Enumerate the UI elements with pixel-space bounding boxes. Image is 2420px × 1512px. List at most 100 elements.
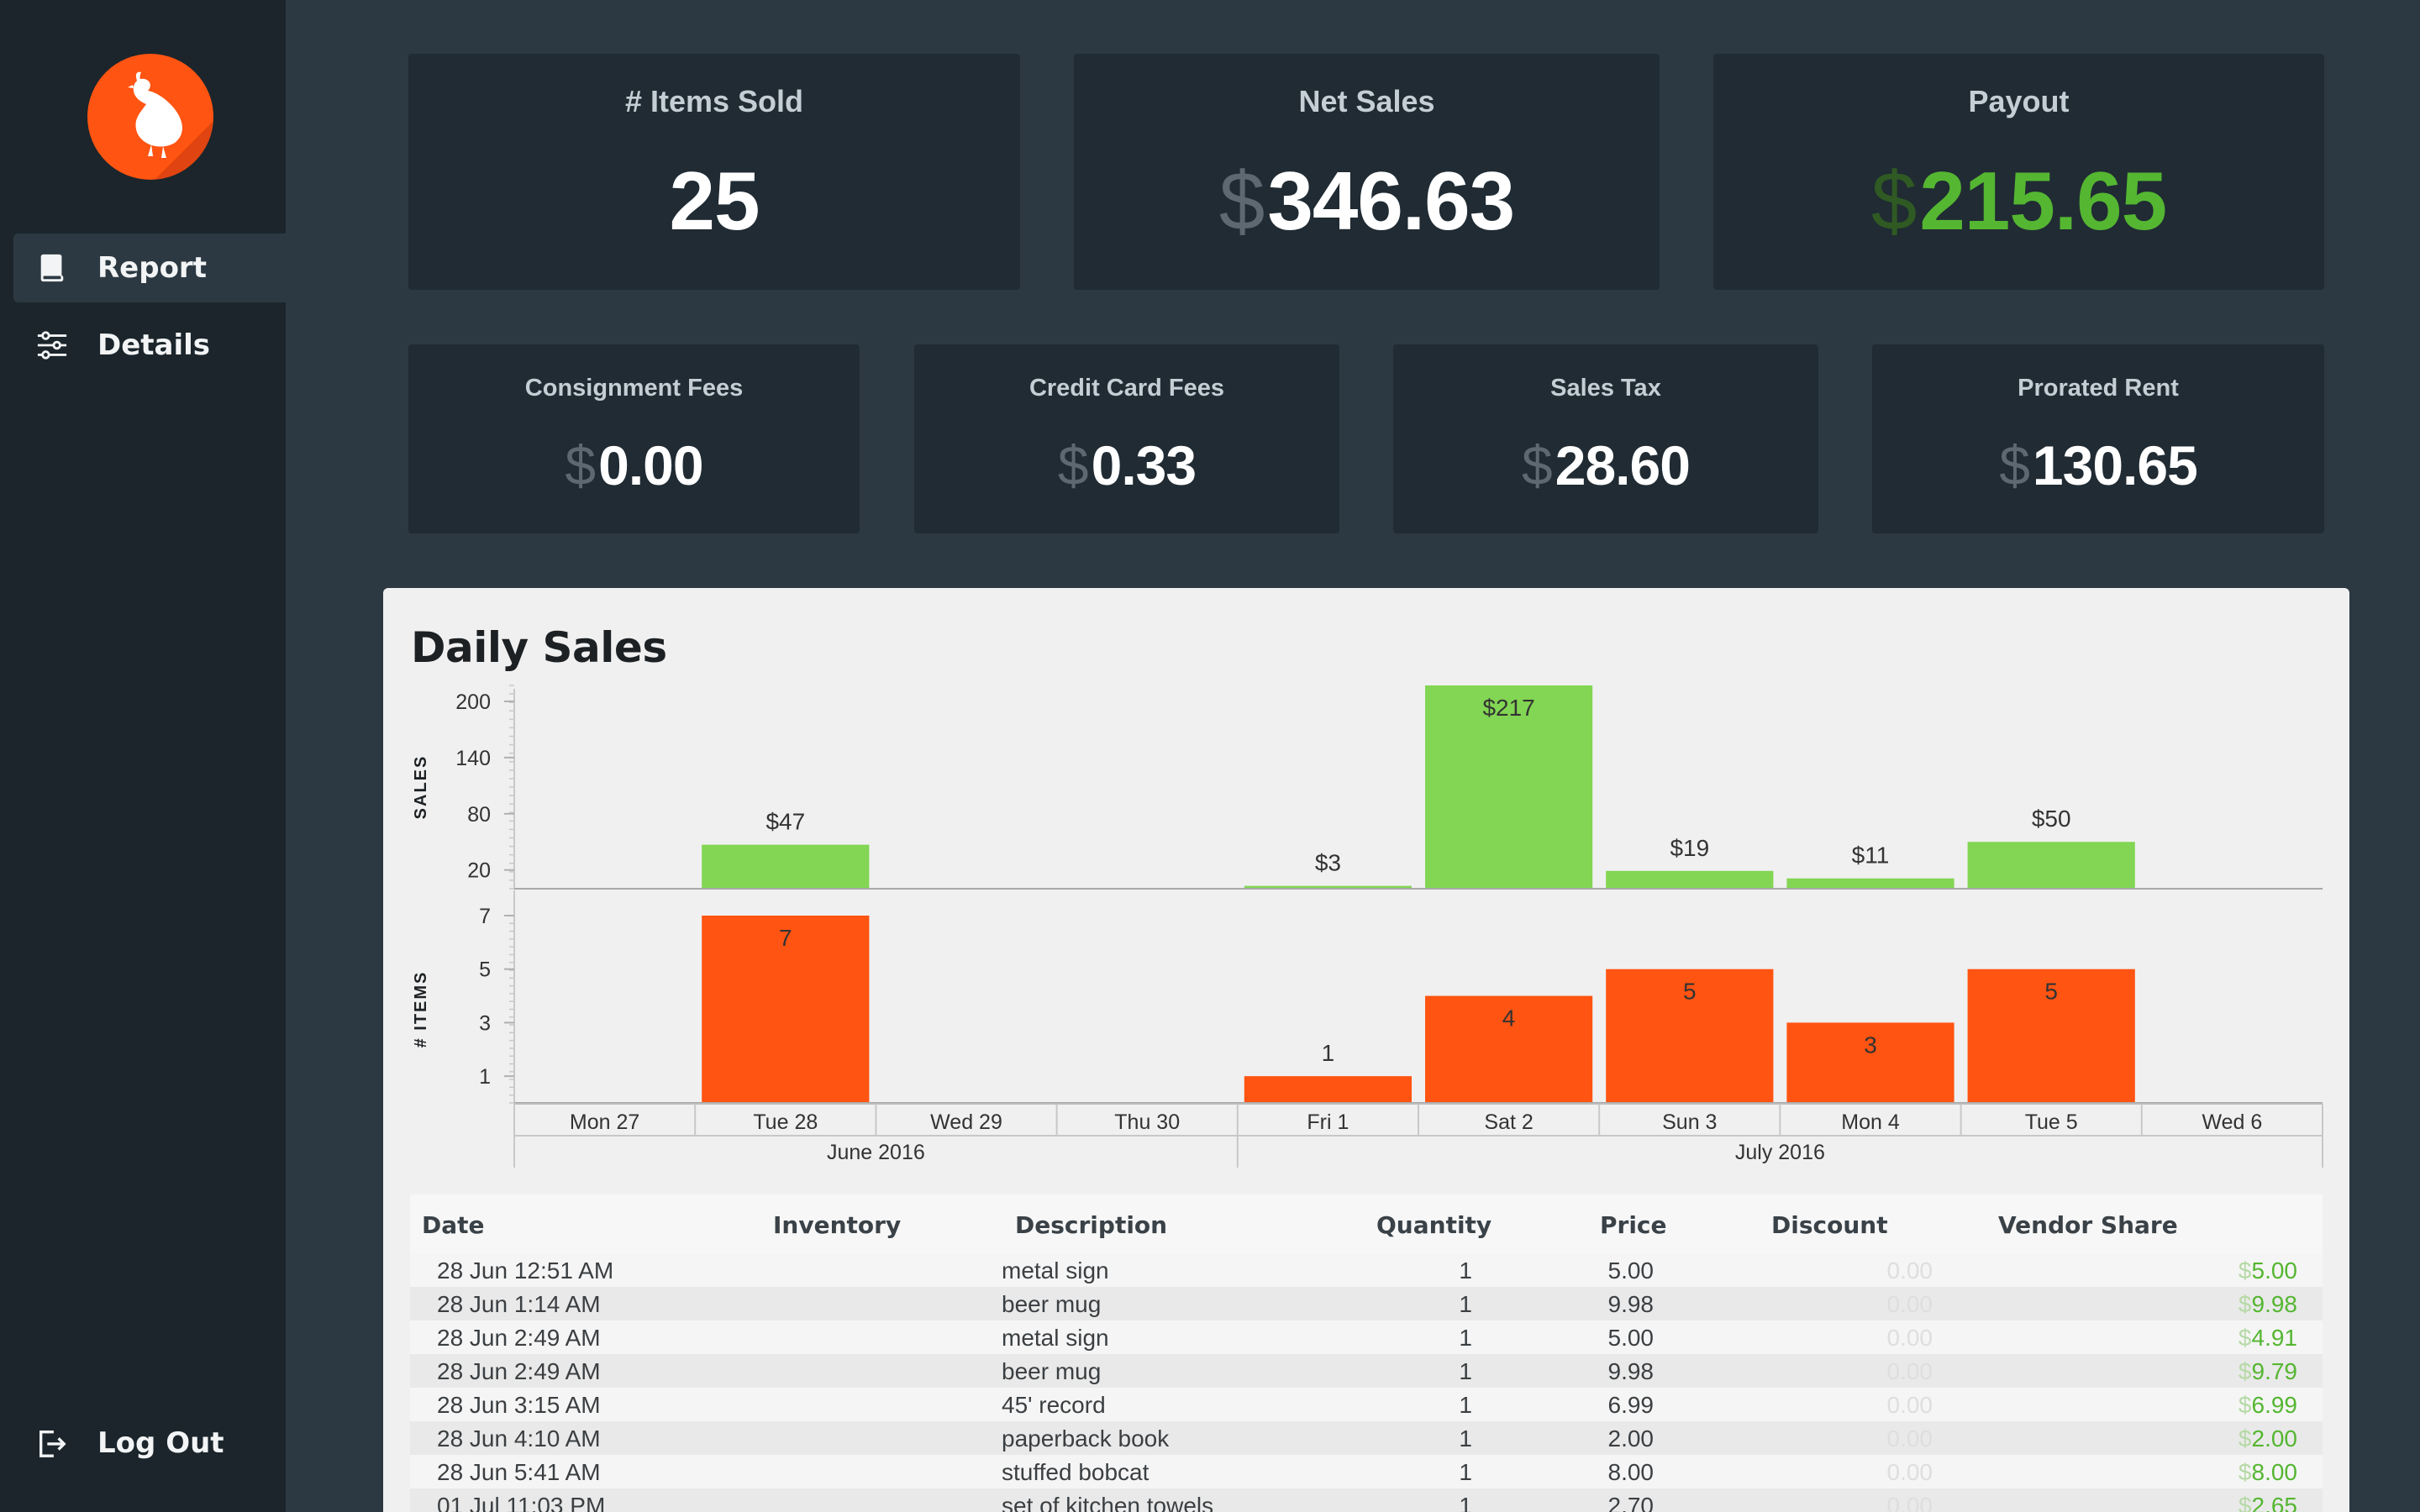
- stat-label: Payout: [1968, 84, 2070, 118]
- y-tick-label: 80: [467, 803, 491, 827]
- column-header-price[interactable]: Price: [1600, 1211, 1667, 1239]
- cell-vendor-share: $2.65: [2238, 1493, 2297, 1512]
- cell-vendor-share: $8.00: [2238, 1459, 2297, 1486]
- column-header-description[interactable]: Description: [1015, 1211, 1168, 1239]
- sales-table: Date Inventory Description Quantity Pric…: [410, 1194, 2323, 1512]
- stat-net-sales: Net Sales $346.63: [1074, 54, 1660, 290]
- cell-date: 28 Jun 1:14 AM: [437, 1291, 601, 1317]
- cell-quantity: 1: [1459, 1325, 1472, 1351]
- bar: [1786, 1022, 1954, 1103]
- cell-description: paperback book: [1002, 1425, 1170, 1452]
- cell-vendor-share: $6.99: [2238, 1392, 2297, 1419]
- vendor-share-value: 4.91: [2251, 1325, 2298, 1351]
- table-row[interactable]: 28 Jun 5:41 AM stuffed bobcat 1 8.00 0.00 $8.…: [410, 1455, 2323, 1488]
- x-group-label: July 2016: [1735, 1141, 1825, 1164]
- cell-price: 6.99: [1607, 1392, 1655, 1418]
- vendor-share-value: 2.00: [2251, 1425, 2298, 1452]
- daily-sales-chart: 20 80 140 200 SALES $47 $3 $217 $19 $11 $50 1 3 5 7 # I…: [412, 685, 2323, 1168]
- cell-vendor-share: $9.98: [2238, 1291, 2297, 1318]
- column-header-quantity[interactable]: Quantity: [1376, 1211, 1492, 1239]
- y-tick-label: 20: [467, 859, 491, 883]
- sliders-icon: [35, 328, 69, 362]
- column-header-inventory[interactable]: Inventory: [773, 1211, 902, 1239]
- cell-discount: 0.00: [1886, 1291, 1933, 1317]
- y-tick-label: 140: [455, 747, 491, 770]
- cell-date: 28 Jun 12:51 AM: [437, 1257, 614, 1284]
- cell-discount: 0.00: [1886, 1392, 1933, 1418]
- logout-icon: [35, 1426, 69, 1460]
- column-header-discount[interactable]: Discount: [1771, 1211, 1888, 1239]
- table-row[interactable]: 28 Jun 12:51 AM metal sign 1 5.00 0.00 $5.00: [410, 1253, 2323, 1287]
- cell-date: 28 Jun 5:41 AM: [437, 1459, 601, 1485]
- data-label: 1: [1322, 1040, 1335, 1066]
- data-label: $50: [2032, 806, 2071, 832]
- vendor-share-value: 8.00: [2251, 1459, 2298, 1485]
- x-tick-label: Mon 4: [1841, 1110, 1900, 1134]
- currency-symbol: $: [1057, 434, 1089, 496]
- column-header-vendor-share[interactable]: Vendor Share: [1998, 1211, 2178, 1239]
- currency-symbol: $: [2238, 1257, 2252, 1284]
- bar: [1606, 969, 1774, 1103]
- stat-value: $0.33: [1057, 434, 1197, 496]
- data-label: 4: [1502, 1005, 1516, 1032]
- cell-description: metal sign: [1002, 1325, 1109, 1351]
- data-label: 5: [2044, 979, 2058, 1005]
- stat-sales-tax: Sales Tax $28.60: [1393, 344, 1818, 533]
- cell-vendor-share: $4.91: [2238, 1325, 2297, 1352]
- stat-label: Sales Tax: [1550, 375, 1661, 402]
- stat-credit-card-fees: Credit Card Fees $0.33: [914, 344, 1339, 533]
- cell-quantity: 1: [1459, 1459, 1472, 1485]
- cell-price: 5.00: [1607, 1257, 1655, 1284]
- column-header-date[interactable]: Date: [422, 1211, 485, 1239]
- cell-date: 28 Jun 2:49 AM: [437, 1325, 601, 1351]
- bar: [702, 844, 870, 889]
- stat-value: $130.65: [1999, 434, 2198, 496]
- sidebar: Report Details Log Out: [0, 0, 286, 1512]
- sidebar-item-label: Report: [97, 251, 207, 285]
- cell-date: 28 Jun 4:10 AM: [437, 1425, 601, 1452]
- sidebar-item-details[interactable]: Details: [13, 311, 286, 380]
- x-tick-label: Wed 6: [2202, 1110, 2262, 1134]
- currency-symbol: $: [1218, 155, 1265, 247]
- cell-price: 9.98: [1607, 1358, 1655, 1384]
- table-row[interactable]: 01 Jul 11:03 PM set of kitchen towels 1 2.7…: [410, 1488, 2323, 1512]
- quail-logo-icon[interactable]: [87, 54, 213, 180]
- stat-label: Prorated Rent: [2018, 375, 2179, 402]
- cell-description: stuffed bobcat: [1002, 1459, 1150, 1485]
- cell-description: set of kitchen towels: [1002, 1493, 1214, 1512]
- y-tick-label: 5: [479, 958, 491, 982]
- stat-value: $215.65: [1870, 155, 2167, 247]
- cell-quantity: 1: [1459, 1358, 1472, 1384]
- cell-description: beer mug: [1002, 1358, 1102, 1384]
- cell-price: 9.98: [1607, 1291, 1655, 1317]
- vendor-share-value: 9.79: [2251, 1358, 2298, 1384]
- x-tick-label: Thu 30: [1114, 1110, 1180, 1134]
- cell-quantity: 1: [1459, 1291, 1472, 1317]
- bar: [1244, 885, 1412, 889]
- stat-label: Net Sales: [1298, 84, 1435, 118]
- stat-consignment-fees: Consignment Fees $0.00: [408, 344, 860, 533]
- cell-discount: 0.00: [1886, 1425, 1933, 1452]
- cell-description: metal sign: [1002, 1257, 1109, 1284]
- table-row[interactable]: 28 Jun 2:49 AM beer mug 1 9.98 0.00 $9.79: [410, 1354, 2323, 1388]
- currency-symbol: $: [1522, 434, 1553, 496]
- cell-discount: 0.00: [1886, 1358, 1933, 1384]
- stat-value: $28.60: [1522, 434, 1691, 496]
- currency-symbol: $: [2238, 1425, 2252, 1452]
- cell-vendor-share: $2.00: [2238, 1425, 2297, 1452]
- cell-quantity: 1: [1459, 1392, 1472, 1418]
- sidebar-item-report[interactable]: Report: [13, 234, 286, 302]
- logout-button[interactable]: Log Out: [13, 1409, 286, 1478]
- daily-sales-panel: Daily Sales 20 80 140 200 SALES $47 $3 $217 $19 $…: [383, 588, 2349, 1512]
- table-row[interactable]: 28 Jun 1:14 AM beer mug 1 9.98 0.00 $9.98: [410, 1287, 2323, 1320]
- table-row[interactable]: 28 Jun 3:15 AM 45' record 1 6.99 0.00 $6.99: [410, 1388, 2323, 1421]
- cell-discount: 0.00: [1886, 1493, 1933, 1512]
- bar: [702, 916, 870, 1103]
- table-row[interactable]: 28 Jun 2:49 AM metal sign 1 5.00 0.00 $4.91: [410, 1320, 2323, 1354]
- x-tick-label: Mon 27: [570, 1110, 639, 1134]
- cell-quantity: 1: [1459, 1493, 1472, 1512]
- bar: [1786, 878, 1954, 889]
- cell-discount: 0.00: [1886, 1459, 1933, 1485]
- cell-date: 28 Jun 3:15 AM: [437, 1392, 601, 1418]
- table-row[interactable]: 28 Jun 4:10 AM paperback book 1 2.00 0.00 $2.…: [410, 1421, 2323, 1455]
